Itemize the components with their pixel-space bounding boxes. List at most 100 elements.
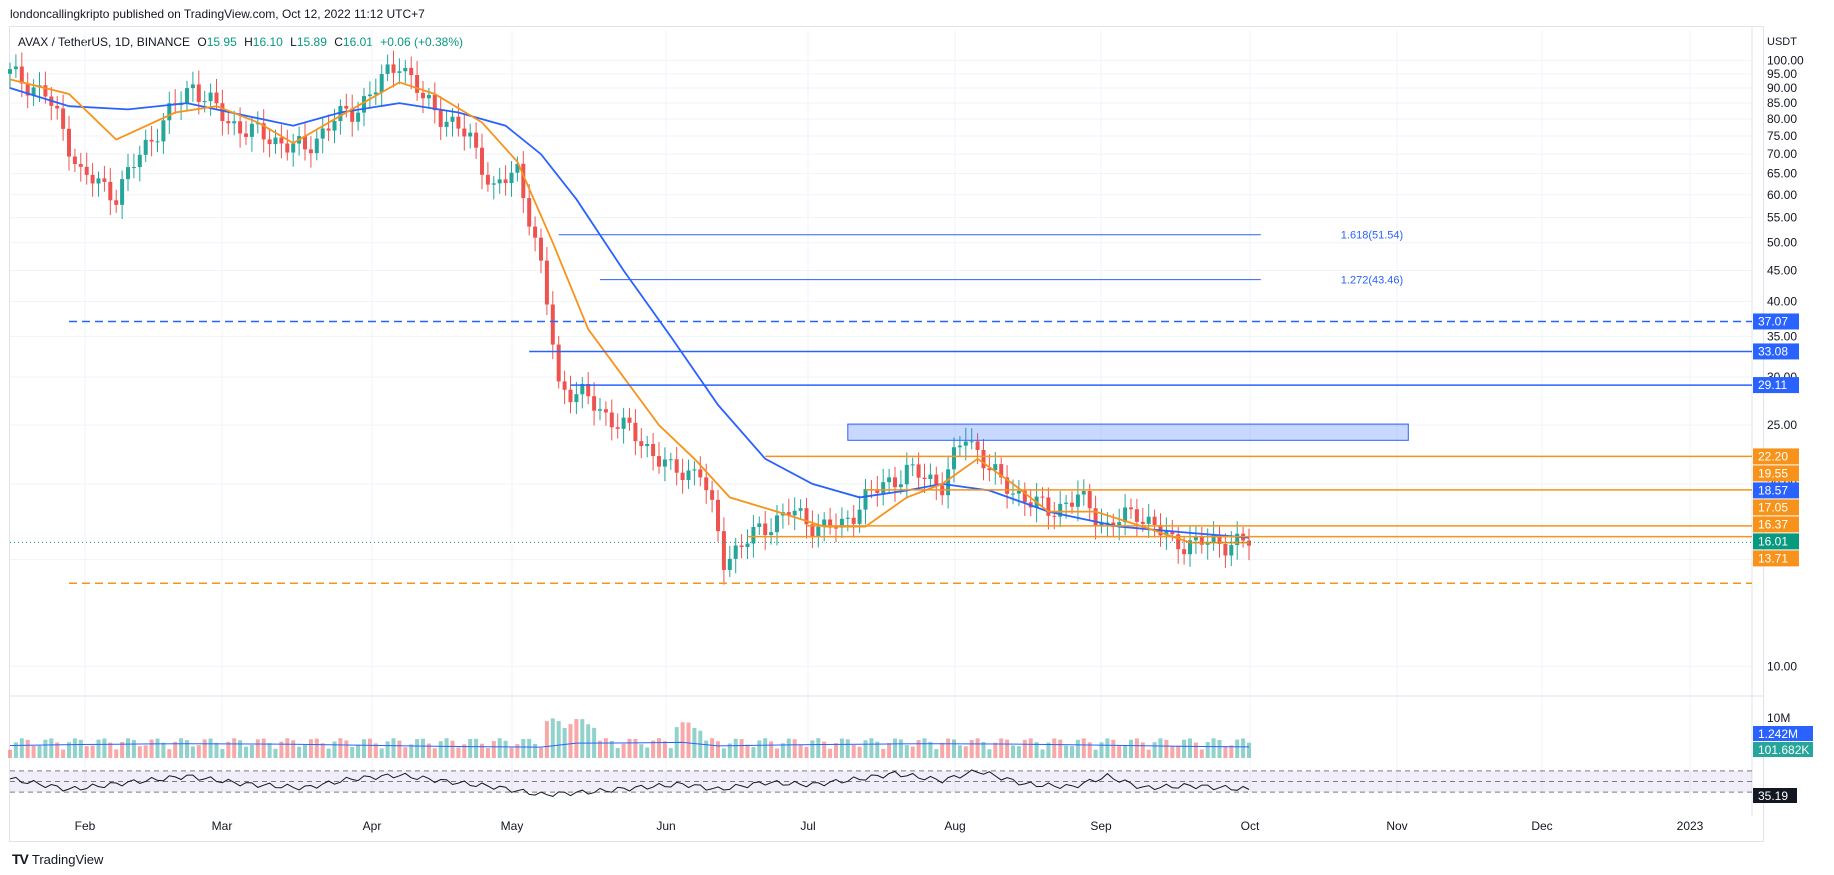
volume-bar bbox=[798, 744, 803, 758]
volume-bar bbox=[468, 739, 473, 758]
price-level-tag-bg bbox=[1753, 313, 1799, 330]
candle-body bbox=[839, 518, 844, 528]
candle-body bbox=[202, 101, 207, 103]
volume-bar bbox=[521, 738, 526, 758]
price-level-tag-label: 29.11 bbox=[1758, 378, 1787, 392]
rsi-band bbox=[10, 770, 1752, 793]
candle-body bbox=[893, 477, 897, 488]
candles-group bbox=[8, 50, 1251, 585]
candle-body bbox=[314, 138, 319, 154]
price-level-tag-label: 18.57 bbox=[1758, 483, 1788, 497]
volume-bar bbox=[733, 738, 738, 758]
volume-bar bbox=[692, 727, 697, 758]
volume-bar bbox=[1105, 738, 1110, 758]
candle-body bbox=[491, 183, 496, 185]
price-tick-label: 40.00 bbox=[1767, 294, 1797, 308]
volume-bar bbox=[987, 749, 992, 758]
candle-body bbox=[432, 94, 437, 111]
volume-bar bbox=[1199, 749, 1204, 758]
candle-body bbox=[332, 121, 337, 131]
volume-bar bbox=[332, 741, 337, 758]
candle-body bbox=[25, 83, 30, 96]
tradingview-brand[interactable]: TV TradingView bbox=[12, 851, 103, 867]
candle-body bbox=[757, 523, 762, 527]
price-tick-label: 60.00 bbox=[1767, 188, 1797, 202]
price-level-tag-bg bbox=[1753, 465, 1799, 482]
volume-bar bbox=[167, 749, 172, 758]
candle-body bbox=[1040, 496, 1045, 498]
volume-bar bbox=[539, 747, 543, 758]
volume-bar bbox=[503, 740, 508, 758]
volume-bar bbox=[934, 749, 939, 758]
volume-bar bbox=[149, 739, 154, 758]
candle-body bbox=[397, 71, 402, 73]
time-tick-label: Oct bbox=[1241, 819, 1260, 833]
candle-body bbox=[798, 508, 803, 511]
time-tick-label: May bbox=[501, 819, 524, 833]
candle-body bbox=[698, 469, 703, 478]
time-tick-label: Jun bbox=[656, 819, 675, 833]
price-level-tag-bg bbox=[1753, 533, 1799, 550]
candle-body bbox=[633, 422, 638, 442]
volume-bar bbox=[898, 739, 903, 758]
brand-name: TradingView bbox=[31, 851, 104, 867]
volume-bar bbox=[126, 738, 130, 758]
symbol-title[interactable]: AVAX / TetherUS, 1D, BINANCE bbox=[18, 35, 191, 49]
candle-body bbox=[438, 110, 443, 127]
volume-bar bbox=[391, 738, 396, 758]
candle-body bbox=[338, 105, 343, 122]
candle-body bbox=[981, 449, 986, 469]
candle-body bbox=[816, 526, 821, 537]
candle-body bbox=[255, 123, 260, 125]
candle-body bbox=[143, 139, 148, 155]
volume-bar bbox=[108, 742, 113, 758]
publisher-header: londoncallingkripto published on Trading… bbox=[10, 7, 425, 21]
volume-bar bbox=[344, 740, 349, 758]
volume-bar bbox=[415, 739, 420, 758]
candle-body bbox=[539, 237, 543, 261]
price-level-tag: 33.08 bbox=[1753, 343, 1799, 360]
candle-body bbox=[592, 396, 597, 411]
price-level-tag-bg bbox=[1753, 377, 1799, 394]
volume-bar bbox=[639, 744, 644, 758]
volume-bar bbox=[1146, 749, 1151, 758]
volume-bar bbox=[397, 740, 402, 758]
candle-body bbox=[149, 139, 154, 142]
candle-body bbox=[468, 132, 473, 137]
candle-body bbox=[208, 92, 213, 102]
volume-bar bbox=[574, 719, 579, 758]
volume-bar bbox=[1152, 742, 1157, 758]
volume-bar bbox=[232, 738, 237, 758]
volume-bar bbox=[214, 742, 219, 758]
volume-bar bbox=[1034, 742, 1039, 758]
candle-body bbox=[556, 344, 561, 382]
volume-group bbox=[8, 718, 1251, 758]
candle-body bbox=[993, 464, 998, 471]
volume-bar bbox=[910, 746, 915, 758]
volume-bar bbox=[704, 740, 709, 758]
volume-bar bbox=[1070, 745, 1074, 758]
volume-bar bbox=[238, 740, 243, 758]
price-level-tag: 22.20 bbox=[1753, 448, 1799, 465]
candle-body bbox=[544, 260, 549, 305]
volume-bar bbox=[1022, 739, 1027, 758]
candle-body bbox=[1070, 502, 1074, 507]
time-tick-label: Dec bbox=[1531, 819, 1552, 833]
candle-body bbox=[957, 445, 962, 448]
candle-body bbox=[13, 66, 18, 70]
candle-body bbox=[220, 103, 225, 122]
volume-bar bbox=[1046, 742, 1051, 758]
candle-body bbox=[249, 123, 254, 137]
volume-bar bbox=[999, 738, 1004, 758]
volume-bar bbox=[839, 738, 844, 758]
candle-body bbox=[279, 137, 284, 144]
candle-body bbox=[916, 464, 921, 478]
volume-bar bbox=[527, 738, 532, 758]
candle-body bbox=[527, 198, 532, 227]
volume-bar bbox=[43, 739, 48, 758]
ema-fast-line bbox=[9, 78, 1249, 544]
volume-bar bbox=[173, 741, 178, 758]
volume-bar bbox=[662, 741, 667, 758]
price-level-tag: 37.07 bbox=[1753, 313, 1799, 330]
